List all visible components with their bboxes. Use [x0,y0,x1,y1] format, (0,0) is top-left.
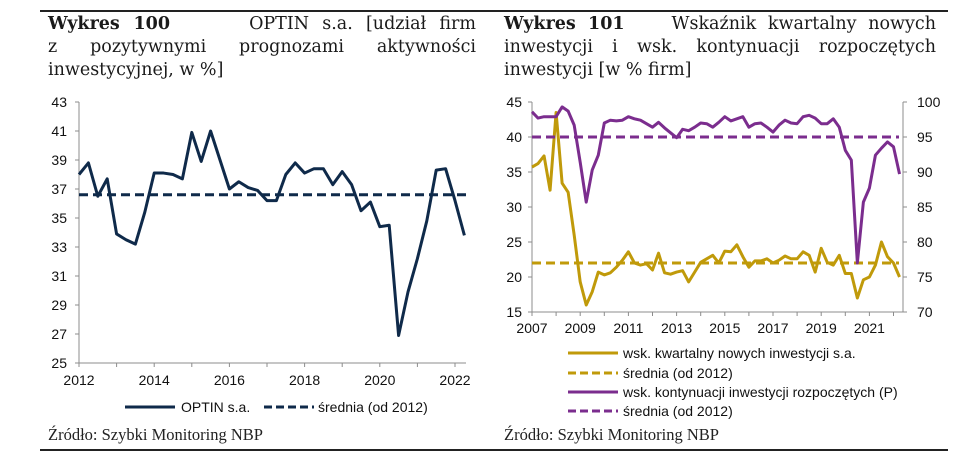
y-tick-label-left: 25 [506,234,522,250]
legend-label: średnia (od 2012) [623,403,733,419]
y-tick-label: 29 [51,297,67,313]
y-tick-label-left: 45 [506,94,522,110]
y-tick-label-left: 35 [506,164,522,180]
y-tick-label: 33 [51,239,67,255]
y-tick-label: 37 [51,181,67,197]
top-rule [40,10,948,12]
y-tick-label: 39 [51,152,67,168]
y-tick-label-right: 90 [917,164,933,180]
caption-line: inwestycji [w % firm] [504,60,692,80]
x-tick-label: 2019 [806,320,837,336]
y-tick-label-left: 15 [506,304,522,320]
y-tick-label-right: 80 [917,234,933,250]
chart-investment-indicators: 15 20 25 30 35 40 45 70 75 80 85 90 95 100 2007 2009 201… [506,94,940,419]
bottom-rule [40,449,948,451]
legend-label: średnia (od 2012) [318,399,428,415]
chart-number-right: Wykres 101 [504,14,625,34]
y-tick-label-right: 75 [917,269,933,285]
caption-line: inwestycyjnej, w %] [48,60,224,80]
caption-line: z pozytywnymi prognozami aktywności [48,37,476,57]
chart-caption-right: Wykres 101 Wskaźnik kwartalny nowych inw… [504,13,936,82]
x-tick-label: 2014 [139,372,170,388]
series-line-2 [530,105,901,265]
y-tick-label: 31 [51,268,67,284]
y-tick-label-left: 40 [506,129,522,145]
y-tick-label: 27 [51,326,67,342]
caption-line: OPTIN s.a. [udział firm [249,14,476,34]
y-tick-label: 25 [51,355,67,371]
chart-number-left: Wykres 100 [48,14,171,34]
x-tick-label: 2013 [661,320,692,336]
x-tick-label: 2016 [214,372,245,388]
x-tick-label: 2012 [63,372,94,388]
x-tick-label: 2015 [709,320,740,336]
y-tick-label-right: 95 [917,129,933,145]
legend-label: wsk. kontynuacji inwestycji rozpoczętych… [622,384,898,400]
x-tick-label: 2011 [613,320,643,336]
legend-label: wsk. kwartalny nowych inwestycji s.a. [622,345,856,361]
y-tick-label-right: 85 [917,199,933,215]
y-tick-label-left: 30 [506,199,522,215]
source-note-left: Źródło: Szybki Monitoring NBP [48,425,263,444]
caption-line: inwestycji i wsk. kontynuacji rozpoczęty… [504,37,936,57]
caption-line: Wskaźnik kwartalny nowych [671,14,936,34]
y-tick-label: 41 [51,123,67,139]
x-tick-label: 2017 [757,320,788,336]
x-tick-label: 2022 [439,372,470,388]
chart-caption-left: Wykres 100 OPTIN s.a. [udział firm z poz… [48,13,476,82]
y-tick-label-left: 20 [506,269,522,285]
x-tick-label: 2007 [516,320,547,336]
series-line-optin [77,129,466,337]
chart-optin: 25 27 29 31 33 35 37 39 41 43 2012 2014 2016 2018 2020… [51,94,470,415]
x-tick-label: 2018 [289,372,320,388]
series-line-0 [531,111,901,307]
x-tick-label: 2020 [364,372,395,388]
y-tick-label: 43 [51,94,67,110]
legend-label: OPTIN s.a. [181,399,250,415]
y-tick-label-right: 70 [917,304,933,320]
source-note-right: Źródło: Szybki Monitoring NBP [504,425,719,444]
legend-label: średnia (od 2012) [623,365,733,381]
y-tick-label-right: 100 [917,94,941,110]
y-tick-label: 35 [51,210,67,226]
x-tick-label: 2009 [565,320,596,336]
x-tick-label: 2021 [854,320,885,336]
